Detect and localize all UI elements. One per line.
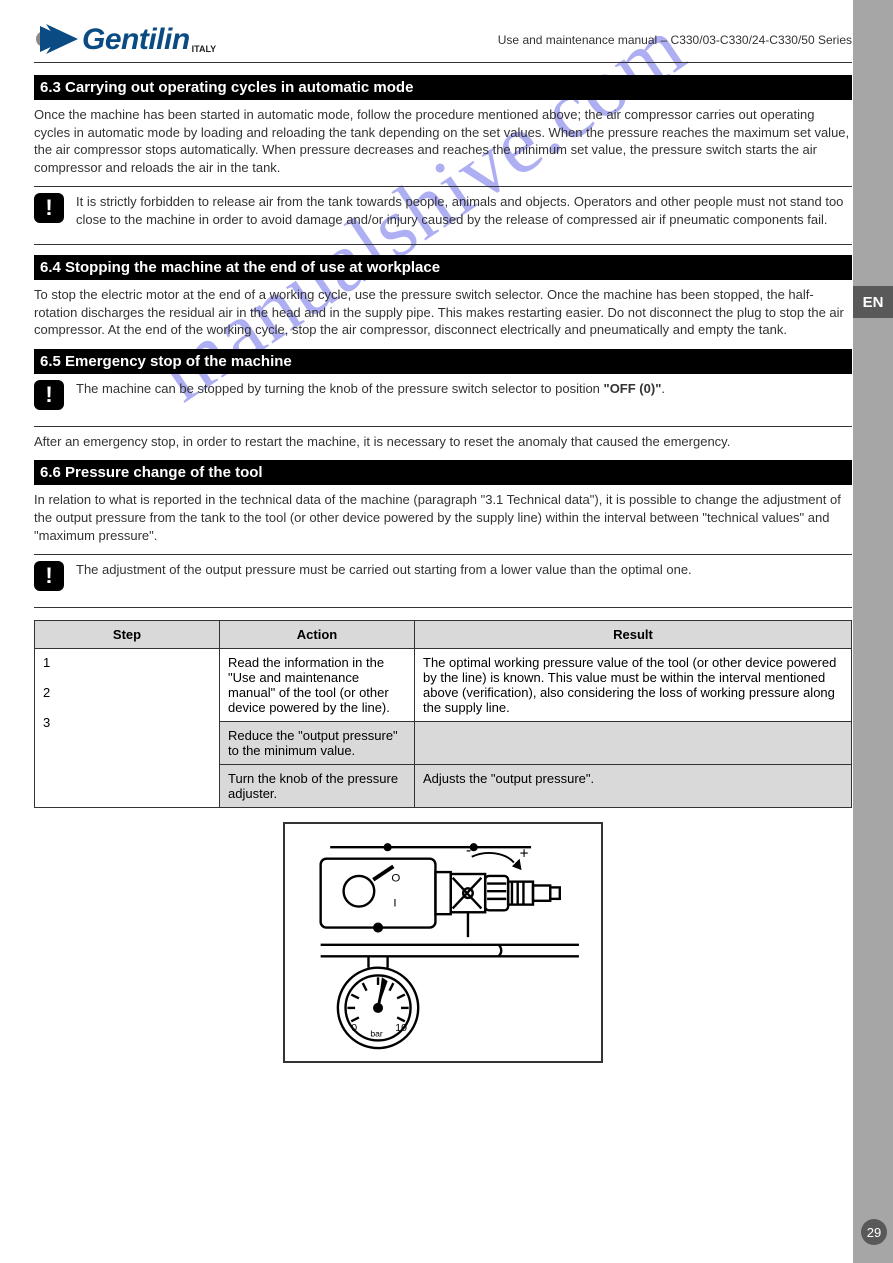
section-heading-6-6: 6.6 Pressure change of the tool	[34, 460, 852, 485]
section-6-4-body: To stop the electric motor at the end of…	[34, 286, 852, 339]
warning-6-5-text: The machine can be stopped by turning th…	[76, 380, 665, 398]
adjustment-table: Step Action Result 1 2 3 Read the inform…	[34, 620, 852, 808]
warning-icon: !	[34, 193, 64, 223]
svg-text:10: 10	[395, 1022, 407, 1034]
table-header-row: Step Action Result	[35, 621, 852, 649]
pressure-adjuster-figure: O I -	[283, 822, 603, 1063]
svg-text:I: I	[393, 898, 396, 910]
section-heading-6-3: 6.3 Carrying out operating cycles in aut…	[34, 75, 852, 100]
step-2: 2	[43, 685, 50, 700]
pressure-adjuster-drawing: O I -	[291, 830, 599, 1050]
brand-sub: ITALY	[192, 44, 217, 54]
warning-6-3: ! It is strictly forbidden to release ai…	[34, 187, 852, 234]
divider	[34, 607, 852, 608]
table-cell-step: 1 2 3	[35, 649, 220, 808]
table-header-step: Step	[35, 621, 220, 649]
svg-text:-: -	[466, 842, 471, 859]
svg-text:+: +	[520, 846, 529, 863]
section-6-3-body: Once the machine has been started in aut…	[34, 106, 852, 176]
section-6-5-body2: After an emergency stop, in order to res…	[34, 433, 852, 451]
warning-6-3-text: It is strictly forbidden to release air …	[76, 193, 852, 228]
warning-6-5: ! The machine can be stopped by turning …	[34, 374, 852, 416]
warning-6-6-text: The adjustment of the output pressure mu…	[76, 561, 692, 579]
warning-icon: !	[34, 561, 64, 591]
step-3: 3	[43, 715, 50, 730]
svg-text:O: O	[391, 873, 400, 885]
page: EN manualshive.com Gentilin ITALY Use an…	[0, 0, 893, 1263]
content-area: Gentilin ITALY Use and maintenance manua…	[34, 20, 852, 1063]
svg-text:bar: bar	[370, 1029, 383, 1039]
table-cell-result-2	[415, 722, 852, 765]
svg-text:0: 0	[351, 1022, 357, 1034]
section-6-6-body: In relation to what is reported in the t…	[34, 491, 852, 544]
section-heading-6-5: 6.5 Emergency stop of the machine	[34, 349, 852, 374]
table-cell-action-2: Reduce the "output pressure" to the mini…	[220, 722, 415, 765]
warning-6-6: ! The adjustment of the output pressure …	[34, 555, 852, 597]
table-header-action: Action	[220, 621, 415, 649]
page-header: Gentilin ITALY Use and maintenance manua…	[34, 20, 852, 63]
table-header-result: Result	[415, 621, 852, 649]
table-cell-action-3: Turn the knob of the pressure adjuster.	[220, 765, 415, 808]
section-heading-6-4: 6.4 Stopping the machine at the end of u…	[34, 255, 852, 280]
step-1: 1	[43, 655, 50, 670]
table-row: 1 2 3 Read the information in the "Use a…	[35, 649, 852, 722]
table-cell-result-3: Adjusts the "output pressure".	[415, 765, 852, 808]
chevron-logo-icon	[34, 20, 78, 60]
table-cell-action-1: Read the information in the "Use and mai…	[220, 649, 415, 722]
warning-icon: !	[34, 380, 64, 410]
brand-name: Gentilin	[82, 23, 190, 57]
table-cell-result-1: The optimal working pressure value of th…	[415, 649, 852, 722]
language-tab: EN	[853, 286, 893, 318]
page-number-badge: 29	[861, 1219, 887, 1245]
brand-logo: Gentilin ITALY	[34, 20, 216, 60]
header-title: Use and maintenance manual – C330/03-C33…	[498, 33, 852, 47]
right-sidebar	[853, 0, 893, 1263]
divider	[34, 426, 852, 427]
divider	[34, 244, 852, 245]
